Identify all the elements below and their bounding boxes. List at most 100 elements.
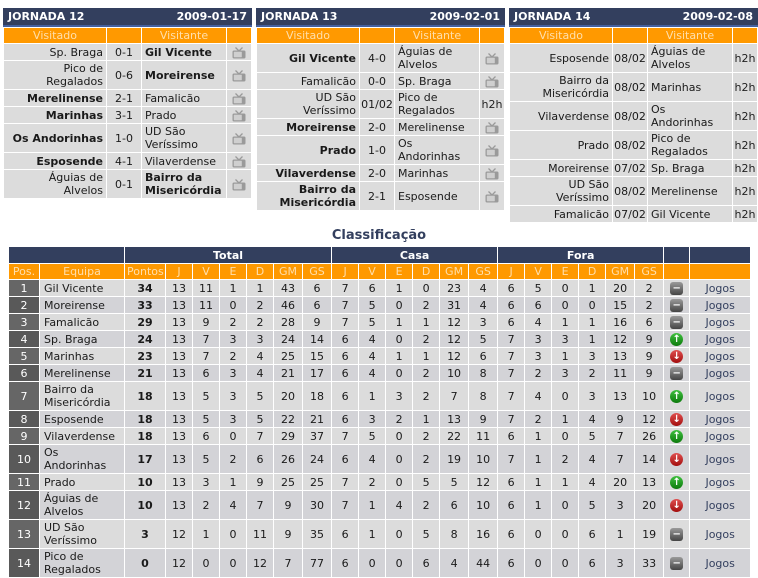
team-link[interactable]: Prado bbox=[44, 475, 76, 489]
total-e-cell: 0 bbox=[220, 520, 246, 548]
jogos-link[interactable]: Jogos bbox=[690, 428, 751, 444]
away-team-link[interactable]: Marinhas bbox=[651, 80, 702, 94]
jogos-link[interactable]: Jogos bbox=[690, 314, 751, 330]
team-link[interactable]: Esposende bbox=[44, 412, 104, 426]
home-team-link[interactable]: Famalicão bbox=[553, 207, 609, 221]
jogos-link[interactable]: Jogos bbox=[690, 331, 751, 347]
home-team-link[interactable]: UD São Veríssimo bbox=[303, 91, 356, 117]
away-team-link[interactable]: Esposende bbox=[398, 189, 458, 203]
team-link[interactable]: Bairro da Misericórdia bbox=[44, 383, 111, 409]
fora-j-cell: 6 bbox=[498, 491, 525, 519]
tv-icon[interactable] bbox=[232, 178, 246, 191]
h2h-link[interactable]: h2h bbox=[734, 51, 756, 65]
home-team-link[interactable]: Águias de Alvelos bbox=[48, 171, 103, 197]
team-link[interactable]: Os Andorinhas bbox=[44, 446, 107, 472]
home-team-link[interactable]: Moreirense bbox=[548, 161, 609, 175]
away-team-link[interactable]: Águias de Alvelos bbox=[398, 45, 453, 71]
h2h-link[interactable]: h2h bbox=[734, 184, 756, 198]
tv-icon[interactable] bbox=[485, 75, 499, 88]
team-link[interactable]: Moreirense bbox=[44, 298, 105, 312]
home-team-link[interactable]: Vilaverdense bbox=[538, 109, 609, 123]
team-link[interactable]: Vilaverdense bbox=[44, 429, 115, 443]
tv-icon[interactable] bbox=[232, 155, 246, 168]
home-team-link[interactable]: Esposende bbox=[36, 154, 103, 168]
total-j-cell: 13 bbox=[166, 331, 192, 347]
h2h-link[interactable]: h2h bbox=[734, 109, 756, 123]
home-team-link[interactable]: Marinhas bbox=[45, 108, 103, 122]
h2h-link[interactable]: h2h bbox=[734, 80, 756, 94]
away-team-link[interactable]: Os Andorinhas bbox=[651, 103, 714, 129]
jogos-link[interactable]: Jogos bbox=[690, 491, 751, 519]
tv-icon[interactable] bbox=[485, 52, 499, 65]
home-team-link[interactable]: Moreirense bbox=[286, 120, 356, 134]
home-team-link[interactable]: Famalicão bbox=[300, 74, 356, 88]
home-team-link[interactable]: Gil Vicente bbox=[288, 51, 356, 65]
team-link[interactable]: UD São Veríssimo bbox=[44, 521, 97, 547]
team-link[interactable]: Merelinense bbox=[44, 366, 111, 380]
jogos-link[interactable]: Jogos bbox=[690, 280, 751, 296]
away-team-link[interactable]: Merelinense bbox=[398, 120, 465, 134]
jornada-date: 2009-01-17 bbox=[176, 10, 247, 23]
away-team-link[interactable]: Águias de Alvelos bbox=[651, 45, 706, 71]
away-team-link[interactable]: Famalicão bbox=[145, 91, 201, 105]
home-team-link[interactable]: Prado bbox=[319, 143, 356, 157]
home-team-link[interactable]: Os Andorinhas bbox=[12, 131, 103, 145]
away-team-link[interactable]: Gil Vicente bbox=[651, 207, 711, 221]
away-team-link[interactable]: Prado bbox=[145, 108, 177, 122]
team-link[interactable]: Famalicão bbox=[44, 315, 100, 329]
casa-gm-cell: 13 bbox=[440, 411, 469, 427]
home-team-link[interactable]: Bairro da Misericórdia bbox=[279, 183, 357, 209]
jogos-link[interactable]: Jogos bbox=[690, 445, 751, 473]
team-link[interactable]: Sp. Braga bbox=[44, 332, 98, 346]
jogos-link[interactable]: Jogos bbox=[690, 348, 751, 364]
home-team-link[interactable]: Sp. Braga bbox=[49, 45, 104, 59]
home-team-link[interactable]: Prado bbox=[577, 138, 609, 152]
away-team-link[interactable]: Sp. Braga bbox=[398, 74, 452, 88]
classification-row: 11 Prado 10 13 3 1 9 25 25 7 2 0 5 5 12 6 1 1 4 20 13 ↑ Jogos bbox=[9, 474, 751, 490]
away-team-link[interactable]: Pico de Regalados bbox=[651, 132, 708, 158]
h2h-link[interactable]: h2h bbox=[734, 161, 756, 175]
tv-icon[interactable] bbox=[485, 121, 499, 134]
jogos-link[interactable]: Jogos bbox=[690, 297, 751, 313]
away-team-link[interactable]: UD São Veríssimo bbox=[145, 125, 198, 151]
jogos-link[interactable]: Jogos bbox=[690, 365, 751, 381]
tv-icon[interactable] bbox=[232, 92, 246, 105]
tv-icon[interactable] bbox=[232, 109, 246, 122]
home-team-link[interactable]: Esposende bbox=[549, 51, 609, 65]
team-link[interactable]: Gil Vicente bbox=[44, 281, 104, 295]
away-team-link[interactable]: Os Andorinhas bbox=[398, 137, 461, 163]
tv-icon[interactable] bbox=[485, 167, 499, 180]
tv-icon[interactable] bbox=[232, 132, 246, 145]
tv-icon[interactable] bbox=[485, 190, 499, 203]
away-team-link[interactable]: Vilaverdense bbox=[145, 154, 216, 168]
tv-icon[interactable] bbox=[485, 144, 499, 157]
jogos-link[interactable]: Jogos bbox=[690, 382, 751, 410]
tv-icon[interactable] bbox=[232, 46, 246, 59]
tv-icon[interactable] bbox=[232, 69, 246, 82]
score-header bbox=[360, 28, 394, 43]
home-team-link[interactable]: Vilaverdense bbox=[275, 166, 356, 180]
h2h-link[interactable]: h2h bbox=[734, 207, 756, 221]
home-team-link[interactable]: UD São Veríssimo bbox=[556, 178, 609, 204]
home-team-link[interactable]: Pico de Regalados bbox=[46, 62, 103, 88]
jogos-link[interactable]: Jogos bbox=[690, 520, 751, 548]
away-team-link[interactable]: Gil Vicente bbox=[145, 45, 213, 59]
away-team-link[interactable]: Bairro da Misericórdia bbox=[145, 171, 222, 197]
team-link[interactable]: Águias de Alvelos bbox=[44, 492, 99, 518]
h2h-link[interactable]: h2h bbox=[481, 97, 503, 111]
jogos-link[interactable]: Jogos bbox=[690, 549, 751, 577]
away-team-link[interactable]: Moreirense bbox=[145, 68, 215, 82]
away-team-link[interactable]: Marinhas bbox=[398, 166, 449, 180]
h2h-link[interactable]: h2h bbox=[734, 138, 756, 152]
team-link[interactable]: Pico de Regalados bbox=[44, 550, 101, 576]
home-team-link[interactable]: Merelinense bbox=[27, 91, 103, 105]
home-team-link[interactable]: Bairro da Misericórdia bbox=[542, 74, 609, 100]
away-team-link[interactable]: Pico de Regalados bbox=[398, 91, 455, 117]
jogos-link[interactable]: Jogos bbox=[690, 474, 751, 490]
away-team-link[interactable]: Merelinense bbox=[651, 184, 718, 198]
team-link[interactable]: Marinhas bbox=[44, 349, 95, 363]
away-team-link[interactable]: Sp. Braga bbox=[651, 161, 705, 175]
total-gs-cell: 9 bbox=[303, 314, 332, 330]
jogos-link[interactable]: Jogos bbox=[690, 411, 751, 427]
fora-d-cell: 6 bbox=[579, 520, 606, 548]
